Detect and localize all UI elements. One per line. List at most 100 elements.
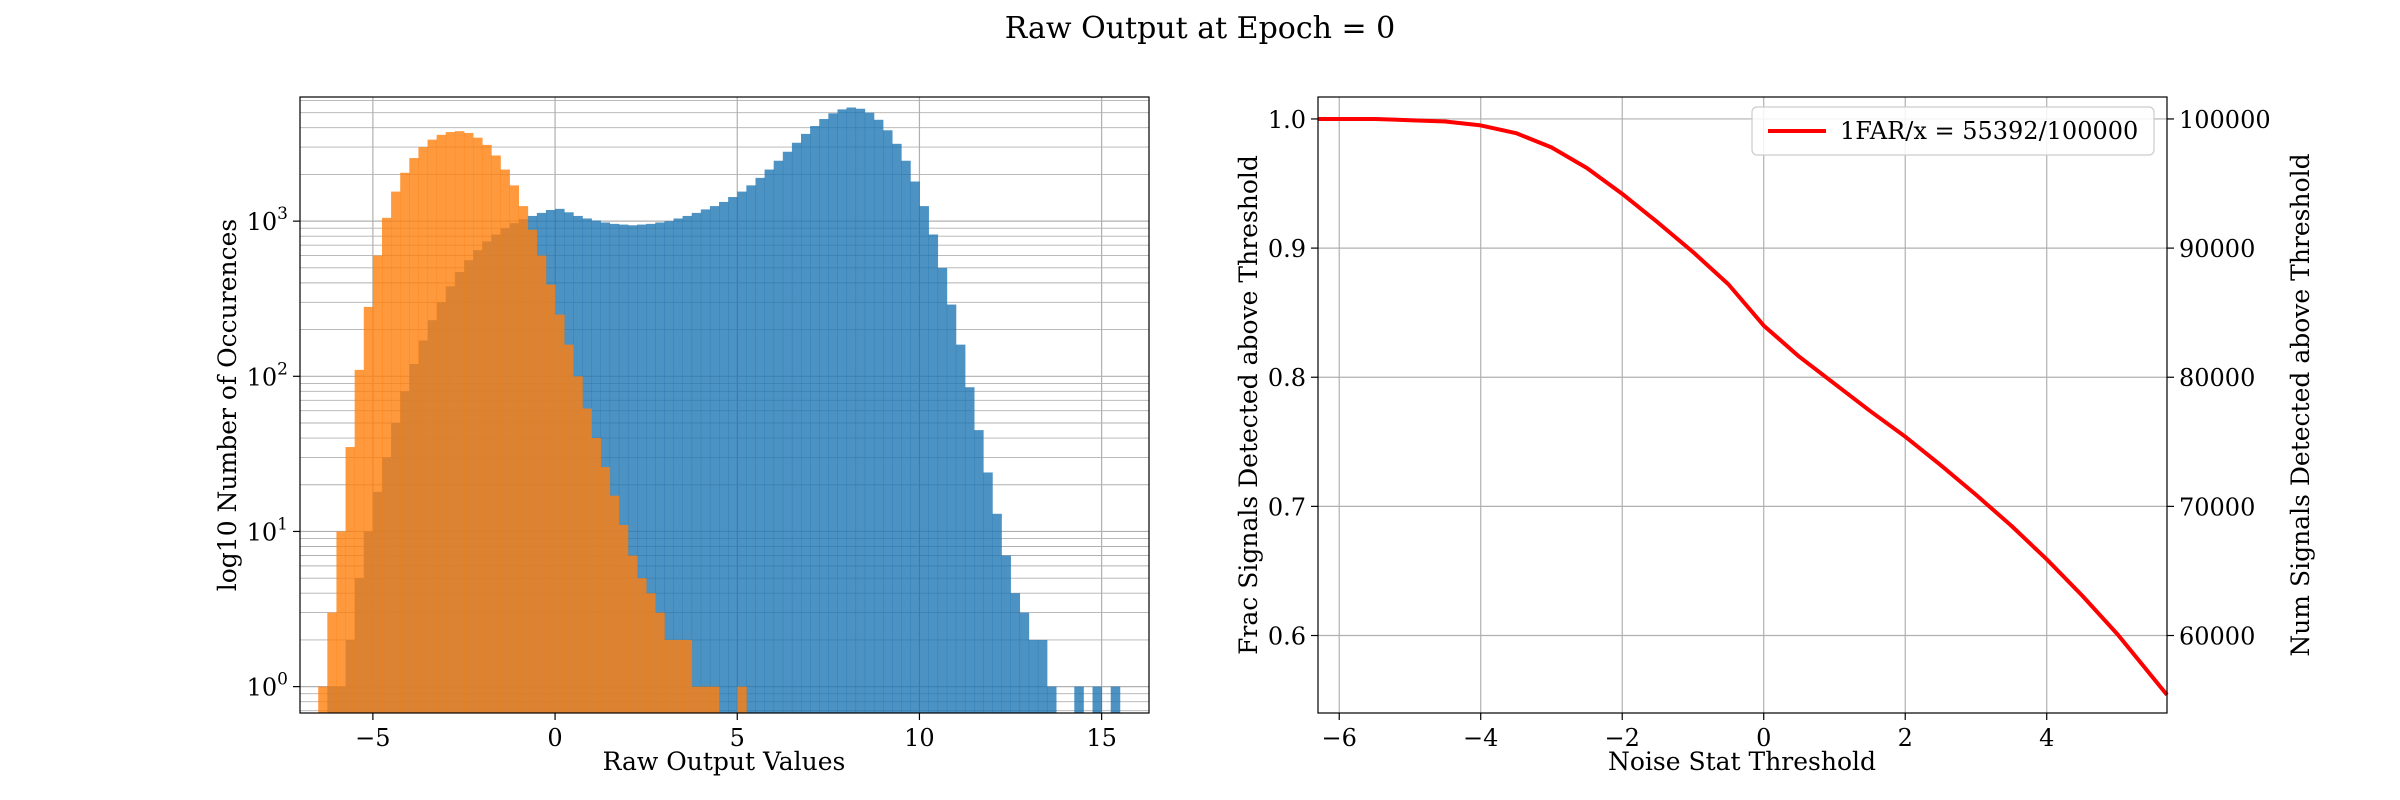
- signal-histogram-bar: [791, 142, 802, 714]
- curve-right-y-label: Num Signals Detected above Threshold: [2286, 153, 2315, 656]
- signal-histogram-bar: [664, 221, 674, 713]
- noise-histogram-bar: [391, 191, 401, 714]
- curve-y-tick-label: 0.7: [1268, 493, 1306, 521]
- noise-histogram-bar: [381, 217, 392, 713]
- histogram-y-ticks: 100 101 102 103: [247, 204, 300, 702]
- signal-histogram-bar: [627, 225, 638, 713]
- signal-histogram-bar: [873, 119, 884, 713]
- signal-histogram-bar: [1001, 555, 1011, 713]
- noise-histogram-bar: [445, 132, 456, 714]
- curve-x-tick-label: −2: [1605, 724, 1640, 752]
- legend-label: 1FAR/x = 55392/100000: [1840, 117, 2138, 145]
- signal-histogram-bar: [855, 108, 866, 714]
- noise-histogram-bar: [737, 686, 747, 713]
- signal-histogram-bar: [964, 387, 975, 713]
- histogram-y-tick-label: 100: [247, 670, 288, 702]
- noise-histogram-bar: [564, 344, 574, 713]
- curve-y-tick-label: 0.6: [1268, 623, 1306, 651]
- signal-histogram-bar: [901, 160, 911, 713]
- signal-histogram-bar: [992, 513, 1002, 713]
- detection-curve-panel: −6 −4 −2 0 2 4 0.6 0.7 0.8 0.9 1.0 60000 70000 8000…: [1234, 96, 2315, 776]
- signal-histogram-bar: [719, 201, 729, 713]
- histogram-y-tick-label: 103: [247, 204, 288, 236]
- histogram-y-tick-label: 101: [247, 514, 288, 546]
- curve-right-y-tick-label: 100000: [2179, 106, 2271, 134]
- noise-histogram-bar: [491, 155, 501, 714]
- noise-histogram-bar: [436, 134, 447, 714]
- signal-histogram-bar: [1046, 686, 1057, 713]
- signal-histogram-bar: [673, 218, 683, 713]
- curve-y-ticks: 0.6 0.7 0.8 0.9 1.0: [1268, 106, 1318, 651]
- noise-histogram-bar: [400, 172, 410, 714]
- noise-histogram-bar: [363, 306, 374, 713]
- curve-x-tick-label: 2: [1898, 724, 1913, 752]
- curve-series-line: [1318, 116, 2169, 697]
- signal-histogram-bar: [910, 181, 920, 713]
- signal-histogram-bar: [728, 197, 738, 714]
- signal-histogram-bar: [764, 169, 775, 713]
- noise-histogram-bar: [573, 376, 583, 713]
- signal-histogram-bar: [1092, 686, 1103, 713]
- signal-histogram-bar: [819, 119, 829, 713]
- curve-right-y-tick-label: 70000: [2179, 493, 2255, 521]
- noise-histogram-bar: [664, 639, 674, 713]
- signal-histogram-bar: [646, 223, 656, 714]
- signal-histogram-bar: [1010, 593, 1021, 713]
- noise-histogram-bar: [700, 686, 711, 713]
- noise-histogram-bar: [637, 578, 647, 713]
- signal-histogram-bar: [746, 185, 756, 714]
- noise-histogram-bar: [646, 593, 656, 713]
- noise-histogram-bar: [618, 525, 629, 713]
- signal-histogram-bar: [655, 222, 665, 713]
- curve-x-label: Noise Stat Threshold: [1608, 747, 1876, 776]
- curve-plot-area: [1318, 97, 2167, 713]
- curve-y-tick-label: 1.0: [1268, 106, 1306, 134]
- signal-histogram-bar: [937, 267, 948, 713]
- signal-histogram-bar: [919, 206, 929, 714]
- signal-histogram-bar: [709, 206, 720, 714]
- signal-histogram-bar: [846, 107, 857, 713]
- noise-histogram-bar: [454, 131, 465, 713]
- noise-histogram-bar: [500, 169, 510, 713]
- signal-histogram-bar: [1110, 686, 1121, 713]
- noise-histogram-bar: [463, 132, 474, 714]
- signal-histogram-bar: [828, 113, 838, 713]
- curve-x-tick-label: 0: [1756, 724, 1771, 752]
- curve-frame: [1317, 96, 2168, 714]
- signal-histogram-bar: [801, 133, 811, 713]
- curve-right-y-ticks: 60000 70000 80000 90000 100000: [2167, 106, 2271, 651]
- noise-histogram-bar: [509, 185, 520, 714]
- signal-histogram-bar: [864, 112, 875, 713]
- noise-histogram-bar: [545, 284, 556, 713]
- curve-grid: [1318, 97, 2167, 713]
- histogram-x-label: Raw Output Values: [603, 747, 846, 776]
- signal-histogram-bar: [618, 224, 629, 713]
- histogram-bars: [318, 107, 1121, 714]
- signal-histogram-bar: [883, 130, 893, 714]
- noise-histogram-bar: [372, 255, 383, 713]
- curve-y-label: Frac Signals Detected above Threshold: [1234, 155, 1263, 655]
- noise-histogram-bar: [655, 612, 665, 713]
- signal-histogram-bar: [1028, 639, 1039, 713]
- curve-y-tick-label: 0.8: [1268, 364, 1306, 392]
- noise-histogram-bar: [518, 206, 529, 714]
- noise-histogram-bar: [673, 639, 683, 713]
- signal-histogram-bar: [1037, 639, 1048, 713]
- figure-title: Raw Output at Epoch = 0: [1005, 11, 1396, 46]
- signal-histogram-bar: [637, 224, 647, 713]
- curve-right-y-tick-label: 80000: [2179, 364, 2255, 392]
- curve-right-y-tick-label: 60000: [2179, 623, 2255, 651]
- noise-histogram-bar: [536, 255, 547, 713]
- noise-histogram-bar: [482, 144, 492, 713]
- signal-histogram-bar: [782, 151, 793, 713]
- noise-histogram-bar: [555, 314, 565, 713]
- signal-histogram-bar: [974, 430, 984, 713]
- histogram-y-label: log10 Number of Occurences: [213, 219, 242, 592]
- noise-histogram-bar: [527, 229, 538, 714]
- histogram-frame: [299, 96, 1150, 714]
- signal-histogram-bar: [955, 344, 966, 713]
- curve-legend: 1FAR/x = 55392/100000: [1751, 106, 2155, 156]
- noise-histogram-bar: [582, 408, 592, 713]
